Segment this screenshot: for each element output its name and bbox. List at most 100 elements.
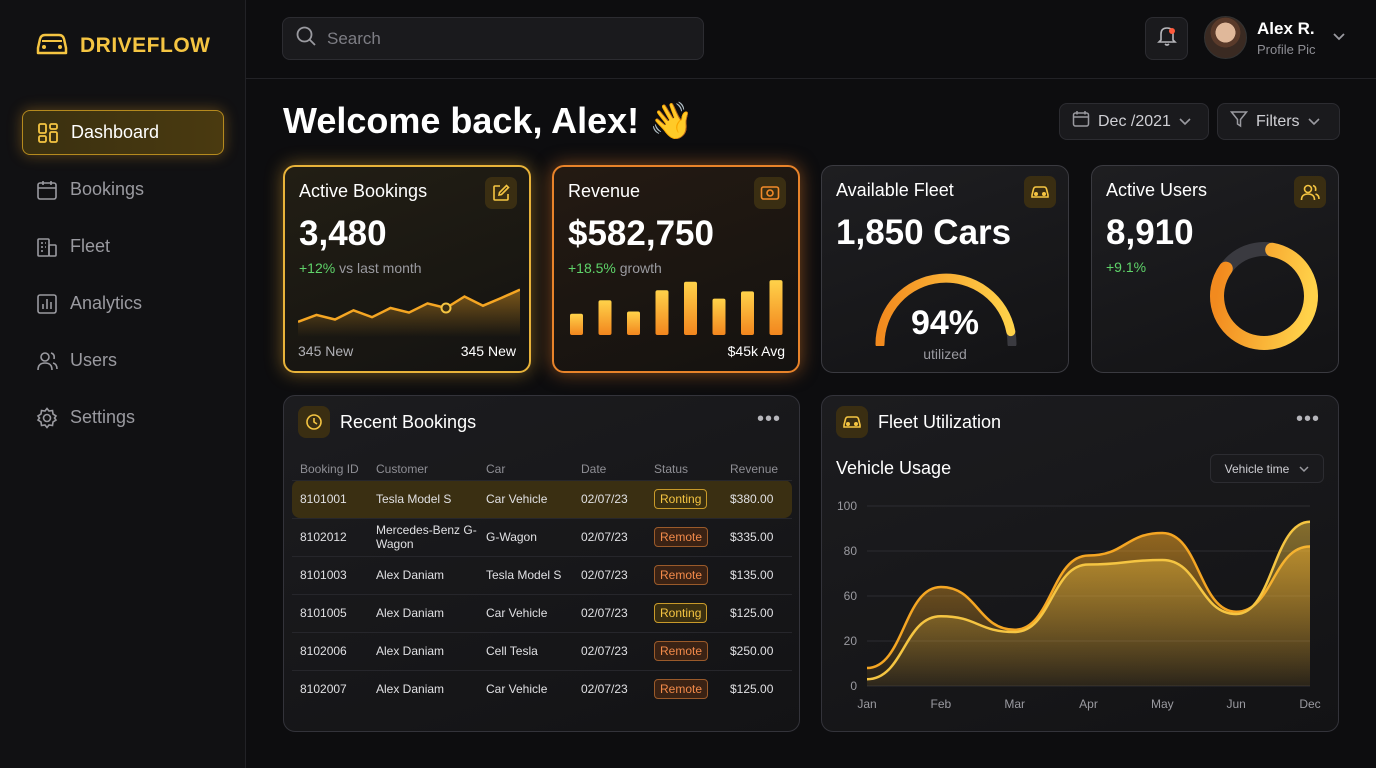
edit-icon[interactable]: [485, 177, 517, 209]
select-value: Vehicle time: [1224, 461, 1290, 476]
money-icon[interactable]: [754, 177, 786, 209]
revenue-bar: [627, 311, 640, 335]
fleet-utilization-panel: Fleet Utilization ••• Vehicle Usage Vehi…: [821, 395, 1339, 732]
sidebar-item-dashboard[interactable]: Dashboard: [22, 110, 224, 155]
sidebar-item-users[interactable]: Users: [22, 338, 224, 383]
car-icon[interactable]: [1024, 176, 1056, 208]
revenue-cell: $380.00: [722, 479, 792, 518]
active-users-card[interactable]: Active Users 8,910 +9.1%: [1091, 165, 1339, 373]
sidebar-item-bookings[interactable]: Bookings: [22, 167, 224, 212]
search-input[interactable]: [327, 28, 687, 49]
column-header[interactable]: Revenue: [730, 461, 779, 476]
date-cell: 02/07/23: [573, 479, 646, 518]
revenue-bar: [769, 280, 783, 335]
table-row[interactable]: 8102012 Mercedes-Benz G-Wagon G-Wagon 02/07…: [292, 517, 792, 556]
card-delta: +18.5% growth: [568, 260, 784, 276]
customer-cell: Alex Daniam: [368, 631, 478, 670]
filters-label: Filters: [1256, 112, 1300, 130]
vehicle-time-select[interactable]: Vehicle time: [1210, 454, 1324, 483]
card-value: $582,750: [568, 214, 714, 253]
chevron-down-icon[interactable]: [1332, 29, 1346, 47]
booking-id-cell: 8102007: [292, 669, 368, 708]
booking-id-cell: 8102006: [292, 631, 368, 670]
delta-value: +12%: [299, 260, 336, 276]
customer-cell: Alex Daniam: [368, 555, 478, 594]
chevron-down-icon: [1307, 113, 1320, 131]
x-tick-label: Jan: [857, 697, 876, 711]
building-icon: [36, 236, 58, 258]
panel-title: Recent Bookings: [340, 411, 477, 432]
status-cell: Remote: [646, 631, 722, 670]
table-row[interactable]: 8101003 Alex Daniam Tesla Model S 02/07/23 R…: [292, 555, 792, 594]
dashboard-icon: [37, 122, 59, 144]
available-fleet-card[interactable]: Available Fleet 1,850 Cars 94% utilized: [821, 165, 1069, 373]
card-title: Active Bookings: [299, 181, 428, 201]
booking-id-cell: 8101003: [292, 555, 368, 594]
sidebar-item-fleet[interactable]: Fleet: [22, 224, 224, 269]
table-row[interactable]: 8101001 Tesla Model S Car Vehicle 02/07/23 R…: [292, 479, 792, 518]
users-icon[interactable]: [1294, 176, 1326, 208]
customer-cell: Alex Daniam: [368, 669, 478, 708]
card-value: 8,910: [1106, 213, 1194, 252]
delta-value: +18.5%: [568, 260, 616, 276]
status-badge: Remote: [654, 679, 709, 700]
more-options-icon[interactable]: •••: [1295, 408, 1320, 430]
users-icon: [36, 350, 58, 372]
table-row[interactable]: 8102006 Alex Daniam Cell Tesla 02/07/23 Remo…: [292, 631, 792, 670]
users-donut: [1210, 242, 1318, 350]
delta-value: +9.1%: [1106, 259, 1147, 275]
active-bookings-card[interactable]: Active Bookings 3,480 +12% vs last month…: [283, 165, 531, 373]
brand-logo[interactable]: DRIVEFLOW: [34, 28, 211, 63]
sparkline-line: [298, 288, 520, 323]
user-menu[interactable]: Alex R. Profile Pic: [1204, 16, 1346, 59]
column-header[interactable]: Status: [654, 461, 689, 476]
search-box[interactable]: [282, 17, 704, 60]
donut-fill: [1210, 242, 1318, 350]
card-footer-left: 345 New: [298, 343, 354, 359]
gear-icon: [36, 406, 58, 429]
brand-name: DRIVEFLOW: [80, 33, 211, 57]
card-title: Revenue: [568, 181, 641, 201]
revenue-bars: [570, 280, 783, 335]
car-cell: Cell Tesla: [478, 631, 573, 670]
column-header[interactable]: Car: [486, 461, 506, 476]
avatar[interactable]: [1204, 16, 1247, 59]
sidebar-item-label: Users: [70, 350, 118, 370]
revenue-cell: $125.00: [722, 669, 792, 708]
customer-cell: Mercedes-Benz G-Wagon: [368, 517, 478, 556]
sidebar-item-analytics[interactable]: Analytics: [22, 281, 224, 326]
date-filter-button[interactable]: Dec /2021: [1059, 103, 1209, 140]
notifications-button[interactable]: [1145, 17, 1188, 60]
status-badge: Remote: [654, 565, 709, 585]
date-cell: 02/07/23: [573, 517, 646, 556]
user-name: Alex R.: [1257, 18, 1315, 38]
series-area: [867, 521, 1310, 686]
x-tick-label: Mar: [1004, 697, 1025, 711]
y-tick-label: 20: [844, 634, 858, 648]
table-row[interactable]: 8102007 Alex Daniam Car Vehicle 02/07/23 Rem…: [292, 669, 792, 708]
table-row[interactable]: 8101005 Alex Daniam Car Vehicle 02/07/23 Ron…: [292, 593, 792, 632]
more-options-icon[interactable]: •••: [756, 408, 781, 430]
revenue-card[interactable]: Revenue $582,750 +18.5% growth $45k Avg: [552, 165, 800, 373]
revenue-cell: $125.00: [722, 593, 792, 632]
revenue-bar: [712, 298, 726, 335]
sidebar-item-settings[interactable]: Settings: [22, 395, 224, 440]
revenue-cell: $135.00: [722, 555, 792, 594]
column-header[interactable]: Customer: [376, 461, 429, 476]
panel-header: Recent Bookings: [298, 406, 476, 438]
chart-icon: [36, 293, 58, 315]
bookings-sparkline: [298, 288, 520, 337]
status-cell: Ronting: [646, 593, 722, 632]
sidebar: DRIVEFLOW Dashboard Bookings Fleet Analy…: [0, 0, 246, 768]
card-value: 3,480: [299, 214, 387, 253]
sidebar-item-label: Dashboard: [71, 122, 160, 142]
booking-id-cell: 8102012: [292, 517, 368, 556]
card-footer-right: 345 New: [460, 343, 516, 359]
y-tick-label: 60: [844, 589, 858, 603]
date-cell: 02/07/23: [573, 631, 646, 670]
filters-button[interactable]: Filters: [1217, 103, 1340, 140]
column-header[interactable]: Booking ID: [300, 461, 359, 476]
gauge-fill: [875, 273, 1016, 346]
column-header[interactable]: Date: [581, 461, 607, 476]
recent-bookings-panel: Recent Bookings ••• Booking ID Customer …: [283, 395, 800, 732]
